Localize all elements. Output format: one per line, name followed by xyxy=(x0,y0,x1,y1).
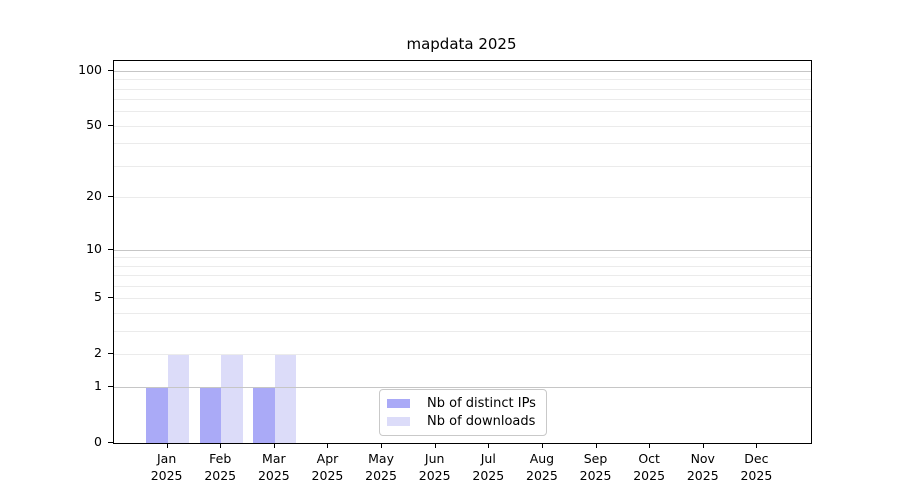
y-tick-5 xyxy=(108,297,113,299)
bar-distinct-ips-feb xyxy=(199,387,222,443)
legend-swatch-distinct-ips xyxy=(387,398,410,408)
y-tick-label-0: 0 xyxy=(94,434,102,449)
x-tick-mar xyxy=(273,443,275,448)
x-tick-label-jun: Jun 2025 xyxy=(418,451,451,483)
y-tick-0 xyxy=(108,442,113,443)
legend-label-distinct-ips: Nb of distinct IPs xyxy=(427,395,536,411)
y-tick-label-100: 100 xyxy=(78,61,102,77)
x-tick-nov xyxy=(702,443,704,448)
y-tick-label-5: 5 xyxy=(94,289,102,305)
x-tick-jun xyxy=(434,443,436,448)
x-tick-jan xyxy=(166,443,168,448)
x-tick-label-mar: Mar 2025 xyxy=(257,451,290,483)
x-tick-jul xyxy=(488,443,490,448)
y-tick-label-50: 50 xyxy=(86,116,102,132)
legend-label-downloads: Nb of downloads xyxy=(427,414,536,430)
x-tick-may xyxy=(381,443,383,448)
x-tick-label-jul: Jul 2025 xyxy=(472,451,505,483)
x-tick-feb xyxy=(220,443,222,448)
x-tick-sep xyxy=(595,443,597,448)
y-tick-2 xyxy=(108,353,113,355)
y-tick-label-2: 2 xyxy=(94,345,102,361)
x-tick-label-jan: Jan 2025 xyxy=(150,451,183,483)
x-tick-apr xyxy=(327,443,329,448)
y-tick-label-10: 10 xyxy=(86,240,102,256)
x-tick-label-nov: Nov 2025 xyxy=(686,451,719,483)
x-tick-label-oct: Oct 2025 xyxy=(633,451,666,483)
bar-distinct-ips-jan xyxy=(146,387,168,443)
bar-downloads-mar xyxy=(274,354,297,443)
x-tick-oct xyxy=(649,443,651,448)
x-tick-label-sep: Sep 2025 xyxy=(579,451,612,483)
legend-swatch-downloads xyxy=(387,417,410,427)
y-tick-100 xyxy=(108,69,113,71)
legend-item-distinct-ips: Nb of distinct IPs xyxy=(387,396,539,411)
bar-distinct-ips-mar xyxy=(253,387,275,443)
y-tick-10 xyxy=(108,248,113,250)
bars-layer xyxy=(114,61,811,443)
y-tick-50 xyxy=(108,124,113,126)
x-tick-label-feb: Feb 2025 xyxy=(204,451,237,483)
chart-title: mapdata 2025 xyxy=(406,35,517,53)
x-tick-label-may: May 2025 xyxy=(365,451,397,483)
legend-item-downloads: Nb of downloads xyxy=(387,414,539,429)
x-tick-aug xyxy=(541,443,543,448)
y-tick-label-1: 1 xyxy=(94,378,102,394)
x-tick-label-apr: Apr 2025 xyxy=(311,451,344,483)
x-tick-label-aug: Aug 2025 xyxy=(526,451,558,483)
y-tick-1 xyxy=(108,386,113,388)
x-tick-label-dec: Dec 2025 xyxy=(740,451,773,483)
plot-area xyxy=(113,60,812,444)
bar-downloads-jan xyxy=(167,354,190,443)
bar-downloads-feb xyxy=(221,354,243,443)
x-tick-dec xyxy=(756,443,758,448)
y-tick-label-20: 20 xyxy=(86,188,102,204)
legend: Nb of distinct IPs Nb of downloads xyxy=(379,389,547,436)
y-tick-20 xyxy=(108,196,113,198)
